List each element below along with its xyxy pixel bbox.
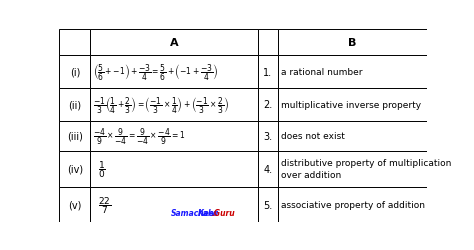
Bar bbox=[59, 187, 91, 222]
Text: $\left(\dfrac{5}{6}+{-1}\right)+\dfrac{-3}{4}=\dfrac{5}{6}+\left(-1+\dfrac{-3}{4: $\left(\dfrac{5}{6}+{-1}\right)+\dfrac{-… bbox=[93, 62, 219, 82]
Text: (iv): (iv) bbox=[67, 164, 83, 174]
Text: $\dfrac{22}{7}$: $\dfrac{22}{7}$ bbox=[98, 194, 111, 215]
Text: $\dfrac{-4}{9}\times\dfrac{9}{-4}=\dfrac{9}{-4}\times\dfrac{-4}{9}=1$: $\dfrac{-4}{9}\times\dfrac{9}{-4}=\dfrac… bbox=[93, 126, 186, 146]
Bar bbox=[258, 151, 278, 187]
Bar bbox=[278, 30, 427, 56]
Bar bbox=[278, 187, 427, 222]
Bar bbox=[258, 89, 278, 122]
Bar bbox=[91, 89, 258, 122]
Text: 2.: 2. bbox=[263, 100, 273, 110]
Text: multiplicative inverse property: multiplicative inverse property bbox=[282, 100, 421, 110]
Bar bbox=[91, 187, 258, 222]
Bar bbox=[91, 30, 258, 56]
Text: does not exist: does not exist bbox=[282, 132, 346, 141]
Bar bbox=[258, 122, 278, 151]
Text: (i): (i) bbox=[70, 67, 80, 77]
Bar bbox=[91, 151, 258, 187]
Text: 5.: 5. bbox=[263, 200, 273, 210]
Bar bbox=[59, 89, 91, 122]
Text: (ii): (ii) bbox=[68, 100, 82, 110]
Bar bbox=[91, 122, 258, 151]
Text: 1.: 1. bbox=[263, 67, 272, 77]
Text: a rational number: a rational number bbox=[282, 68, 363, 77]
Bar bbox=[278, 56, 427, 89]
Text: .Guru: .Guru bbox=[212, 208, 236, 217]
Bar bbox=[278, 151, 427, 187]
Text: distributive property of multiplication
over addition: distributive property of multiplication … bbox=[282, 159, 452, 180]
Bar bbox=[258, 56, 278, 89]
Text: $\dfrac{1}{0}$: $\dfrac{1}{0}$ bbox=[98, 159, 106, 180]
Bar bbox=[278, 122, 427, 151]
Bar bbox=[59, 56, 91, 89]
Bar bbox=[258, 30, 278, 56]
Bar bbox=[91, 56, 258, 89]
Bar bbox=[59, 122, 91, 151]
Text: Kalvi: Kalvi bbox=[198, 208, 219, 217]
Bar bbox=[278, 89, 427, 122]
Bar bbox=[59, 151, 91, 187]
Text: B: B bbox=[348, 38, 356, 48]
Text: 4.: 4. bbox=[263, 164, 272, 174]
Text: associative property of addition: associative property of addition bbox=[282, 200, 426, 209]
Bar bbox=[258, 187, 278, 222]
Text: A: A bbox=[170, 38, 178, 48]
Text: Samacheer: Samacheer bbox=[171, 208, 219, 217]
Text: $\dfrac{-1}{3}\left(\dfrac{1}{4}+\dfrac{2}{3}\right)=\left(\dfrac{-1}{3}\times\d: $\dfrac{-1}{3}\left(\dfrac{1}{4}+\dfrac{… bbox=[93, 95, 229, 115]
Bar bbox=[59, 30, 91, 56]
Text: (iii): (iii) bbox=[67, 132, 83, 141]
Text: (v): (v) bbox=[68, 200, 82, 210]
Text: 3.: 3. bbox=[263, 132, 272, 141]
